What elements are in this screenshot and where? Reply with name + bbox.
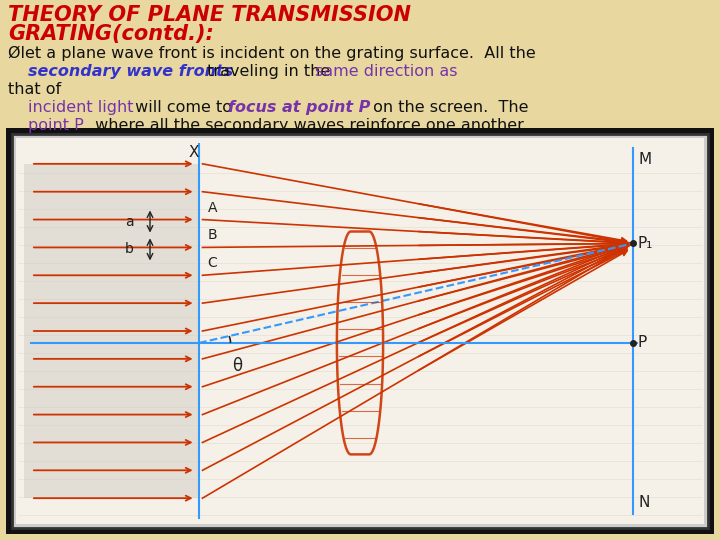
Text: where all the secondary waves reinforce one another: where all the secondary waves reinforce … (90, 118, 524, 133)
Text: N: N (638, 495, 649, 510)
Text: b: b (125, 242, 133, 256)
Text: traveling in the: traveling in the (202, 64, 336, 79)
Text: GRATING(contd.):: GRATING(contd.): (8, 24, 214, 44)
Text: M: M (638, 152, 651, 167)
Text: secondary wave fronts: secondary wave fronts (28, 64, 233, 79)
Text: that of: that of (8, 82, 61, 97)
Text: point P: point P (28, 118, 84, 133)
Text: incident light: incident light (28, 100, 133, 115)
Text: B: B (207, 228, 217, 242)
Text: P₁: P₁ (638, 236, 653, 251)
Text: P: P (638, 335, 647, 350)
Text: same direction as: same direction as (315, 64, 457, 79)
Text: A: A (207, 201, 217, 214)
Bar (6, 128, 714, 534)
Text: θ: θ (232, 357, 242, 375)
Text: X: X (188, 145, 199, 160)
Text: C: C (207, 256, 217, 271)
Text: focus at point P: focus at point P (228, 100, 370, 115)
Bar (12, 134, 708, 528)
Text: THEORY OF PLANE TRANSMISSION: THEORY OF PLANE TRANSMISSION (8, 5, 411, 25)
Text: on the screen.  The: on the screen. The (368, 100, 528, 115)
Text: Ølet a plane wave front is incident on the grating surface.  All the: Ølet a plane wave front is incident on t… (8, 46, 536, 62)
Text: a: a (125, 214, 133, 228)
Polygon shape (24, 164, 199, 498)
Bar (16, 138, 704, 524)
Text: will come to: will come to (130, 100, 237, 115)
